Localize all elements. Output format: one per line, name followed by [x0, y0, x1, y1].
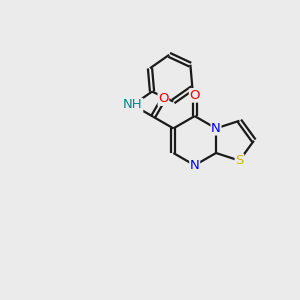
Text: NH: NH — [123, 98, 143, 112]
Text: O: O — [189, 89, 200, 102]
Text: N: N — [211, 122, 221, 135]
Text: N: N — [190, 159, 200, 172]
Text: S: S — [235, 154, 244, 167]
Text: O: O — [158, 92, 169, 105]
